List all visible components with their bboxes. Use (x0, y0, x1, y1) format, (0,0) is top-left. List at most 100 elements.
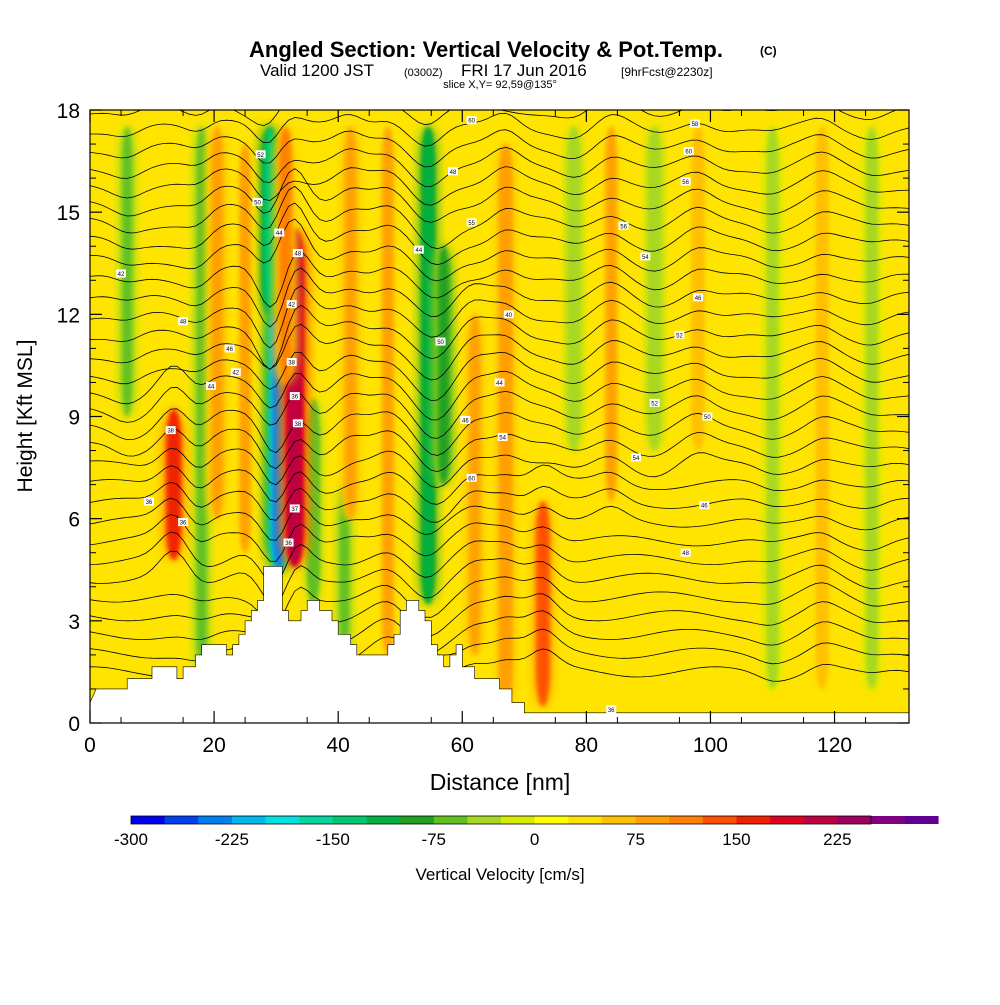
x-tick-label: 80 (575, 734, 598, 757)
y-tick-label: 0 (68, 713, 80, 736)
y-axis-label: Height [Kft MSL] (14, 340, 37, 493)
label-box (292, 419, 303, 428)
updraft-band-0 (162, 409, 185, 560)
isentrope-label: 56 (680, 177, 691, 186)
isentrope-value: 60 (468, 476, 475, 482)
isentrope-value: 52 (651, 401, 658, 407)
colorbar-frame (130, 815, 872, 825)
label-box (683, 146, 694, 155)
isentrope-value: 38 (288, 361, 295, 367)
isentrope-line (90, 351, 909, 402)
isentrope-label: 60 (466, 473, 477, 482)
label-box (689, 119, 700, 128)
colorbar-swatch (803, 816, 838, 824)
label-box (283, 538, 294, 547)
isentrope-value: 56 (682, 180, 689, 186)
updraft-band-5 (341, 127, 360, 519)
isentrope-label: 38 (165, 426, 176, 435)
label-box (631, 453, 641, 462)
isentrope-label: 50 (252, 197, 263, 206)
isentrope-label: 42 (230, 368, 241, 377)
downdraft-band-8 (566, 127, 582, 451)
label-box (680, 177, 691, 186)
isentrope-value: 55 (468, 221, 475, 227)
colorbar-swatch (299, 816, 334, 824)
isentrope-value: 46 (695, 296, 702, 302)
downdraft-band-level (263, 127, 276, 315)
isentrope-label: 36 (283, 538, 294, 547)
downdraft-band-level (197, 127, 207, 672)
isentrope-line (90, 365, 909, 421)
label-box (165, 426, 176, 435)
colorbar-swatch (871, 816, 905, 824)
label-box (289, 392, 300, 401)
isentrope-label: 37 (289, 504, 300, 513)
isentrope-value: 36 (291, 395, 298, 401)
updraft-band-11 (689, 127, 707, 451)
isentrope-label: 36 (289, 392, 300, 401)
isentrope-label: 55 (466, 218, 477, 227)
isentrope-value: 44 (496, 381, 503, 387)
isentrope-value: 48 (450, 170, 457, 176)
isentrope-label: 50 (702, 412, 713, 421)
label-box (606, 705, 617, 714)
isentrope-label: 42 (286, 300, 297, 309)
label-box (466, 473, 477, 482)
isentrope-value: 46 (226, 347, 233, 353)
downdraft-band-3 (434, 246, 453, 485)
updraft-band-3 (208, 127, 226, 519)
downdraft-band-level (569, 127, 579, 451)
label-box (693, 293, 704, 302)
colorbar-swatch (568, 816, 603, 824)
isentrope-value: 56 (620, 224, 627, 230)
label-box (702, 412, 713, 421)
x-tick-label: 100 (693, 734, 728, 757)
colorbar-swatch (467, 816, 502, 824)
updraft-band-level (382, 127, 393, 655)
label-box (255, 150, 266, 159)
x-axis-label: Distance [nm] (430, 769, 571, 795)
colorbar-swatch (366, 816, 401, 824)
colorbar-swatch (198, 816, 233, 824)
isentrope-line (90, 481, 909, 523)
colorbar-swatch (433, 816, 468, 824)
label-box (274, 228, 285, 237)
isentrope-line (90, 514, 909, 562)
chart-title: Angled Section: Vertical Velocity & Pot.… (249, 37, 723, 62)
isentrope-value: 50 (254, 200, 261, 206)
label-box (143, 497, 154, 506)
downdraft-band-level (438, 246, 449, 485)
colorbar-swatch (601, 816, 636, 824)
velocity-field (119, 127, 879, 706)
colorbar-tick-label: 75 (626, 830, 645, 849)
colorbar-tick-label: 0 (530, 830, 539, 849)
downdraft-band-11 (864, 127, 879, 689)
isentrope-line (90, 447, 909, 489)
valid-date: FRI 17 Jun 2016 (461, 61, 587, 80)
isentrope-label: 38 (292, 419, 303, 428)
isentrope-line (90, 531, 909, 584)
updraft-band-12 (814, 127, 831, 689)
isentrope-line (90, 168, 909, 223)
isentrope-value: 44 (208, 384, 215, 390)
colorbar-swatch (736, 816, 771, 824)
isentrope-label: 36 (606, 705, 617, 714)
isentrope-value: 42 (118, 272, 125, 278)
isentrope-label: 60 (466, 116, 477, 125)
isentrope-line (90, 464, 909, 505)
isentrope-label: 46 (699, 501, 710, 510)
x-tick-label: 40 (327, 734, 350, 757)
slice-info: slice X,Y= 92,59@135° (443, 79, 557, 91)
isentrope-line (90, 202, 909, 266)
colorbar-swatch (635, 816, 670, 824)
colorbar-swatch (400, 816, 435, 824)
x-tick-label: 0 (84, 734, 96, 757)
label-box (699, 501, 710, 510)
colorbar-label: Vertical Velocity [cm/s] (415, 865, 584, 884)
isentrope-label: 36 (178, 518, 189, 527)
isentrope-line (90, 267, 909, 328)
updraft-band-9 (532, 501, 553, 706)
isentrope-value: 37 (291, 507, 298, 513)
